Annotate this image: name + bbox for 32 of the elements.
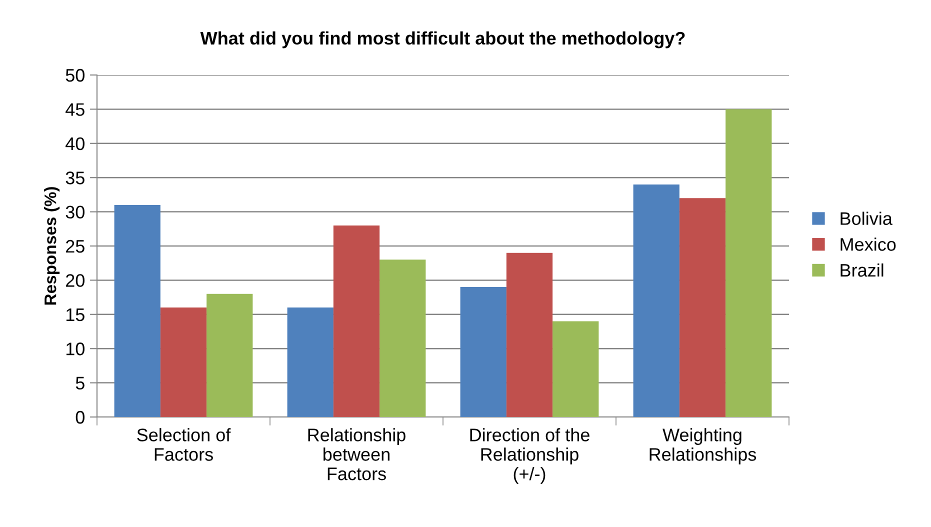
x-tick-label: Weighting Relationships	[650, 428, 756, 464]
legend-label: Bolivia	[840, 212, 892, 225]
y-tick-label: 35	[66, 172, 84, 184]
bar	[460, 287, 506, 417]
bar	[552, 321, 599, 417]
bar	[506, 252, 553, 417]
x-tick-label: Selection of Factors	[137, 428, 231, 461]
bar	[633, 184, 680, 417]
y-tick-label: 40	[66, 137, 84, 150]
y-tick-label: 15	[66, 308, 84, 322]
y-tick-label: 10	[66, 342, 84, 356]
legend-label: Mexico	[840, 238, 896, 251]
y-tick-label: 30	[66, 206, 84, 219]
chart-title: What did you find most difficult about the methodology?	[200, 31, 685, 48]
bar	[726, 109, 772, 417]
bar	[333, 225, 380, 417]
y-tick-label: 45	[66, 103, 84, 116]
bar	[287, 308, 334, 417]
bar	[114, 204, 160, 417]
x-tick-label: Relationship between Factors	[308, 428, 406, 480]
bar	[160, 308, 207, 417]
y-axis-title: Responses (%)	[44, 187, 60, 305]
bar	[380, 260, 426, 417]
legend-label: Brazil	[840, 263, 884, 277]
y-tick-label: 5	[76, 376, 84, 390]
x-tick-label: Direction of the Relationship (+/-)	[470, 428, 590, 484]
y-tick-label: 50	[66, 68, 84, 82]
bar	[679, 198, 726, 417]
y-tick-label: 25	[66, 240, 84, 253]
y-tick-label: 0	[76, 410, 84, 424]
bar	[206, 294, 253, 417]
y-tick-label: 20	[66, 274, 84, 287]
